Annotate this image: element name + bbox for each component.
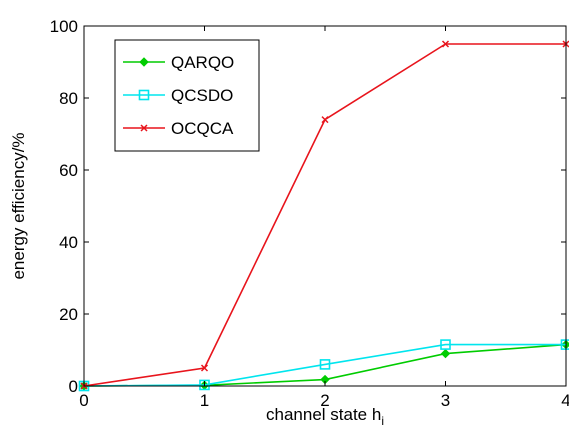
- data-point: [440, 339, 451, 350]
- x-tick-label: 0: [79, 391, 88, 410]
- plot-area: [78, 40, 569, 392]
- data-point: [140, 124, 148, 132]
- x-axis-label-main: channel state h: [266, 405, 381, 424]
- y-tick-label: 60: [59, 161, 78, 180]
- x-axis-label-subscript: i: [381, 414, 384, 428]
- legend-item-ocqca: OCQCA: [123, 119, 234, 138]
- data-point: [441, 40, 450, 48]
- data-point: [138, 89, 150, 101]
- x-tick-label: 2: [320, 391, 329, 410]
- y-tick-label: 0: [69, 377, 78, 396]
- y-axis-label: energy efficiency/%: [9, 132, 28, 279]
- data-point: [200, 364, 209, 372]
- legend-label: QCSDO: [171, 86, 233, 105]
- data-point: [440, 348, 451, 359]
- data-point: [321, 116, 329, 124]
- data-point: [139, 57, 149, 67]
- y-tick-label: 20: [59, 305, 78, 324]
- y-tick-label: 40: [59, 233, 78, 252]
- y-tick-label: 80: [59, 89, 78, 108]
- data-point: [319, 359, 331, 370]
- x-axis-label: channel state hi: [266, 405, 384, 428]
- x-tick-label: 3: [441, 391, 450, 410]
- series-line-qcsdo: [83, 343, 566, 387]
- x-tick-label: 1: [200, 391, 209, 410]
- series-qcsdo: [78, 339, 569, 392]
- legend-item-qcsdo: QCSDO: [123, 86, 233, 105]
- legend-item-qarqo: QARQO: [123, 53, 234, 72]
- legend-label: QARQO: [171, 53, 234, 72]
- x-tick-label: 4: [561, 391, 569, 410]
- y-tick-label: 100: [50, 17, 78, 36]
- legend: QARQO QCSDO OCQCA: [114, 39, 260, 152]
- data-point: [199, 379, 210, 391]
- legend-label: OCQCA: [171, 119, 234, 138]
